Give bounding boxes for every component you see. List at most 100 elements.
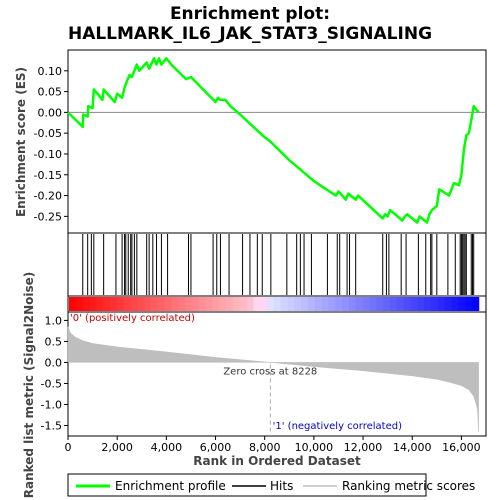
gradient-segment: [294, 297, 302, 311]
metric-panel: 1.0 0.5 0.0 -0.5 -1.0 -1.5 0 2,000 4,000 6,000 8,…: [22, 272, 487, 499]
gradient-segment: [75, 297, 84, 311]
gradient-segment: [301, 297, 309, 311]
es-y-tick-label: -0.20: [34, 190, 62, 203]
chart-title-line2: HALLMARK_IL6_JAK_STAT3_SIGNALING: [68, 24, 432, 44]
x-tick-label: 16,000: [442, 441, 481, 454]
gradient-segment: [430, 297, 439, 311]
es-plot-frame: [67, 49, 487, 234]
positive-correlation-label: '0' (positively correlated): [70, 313, 195, 324]
es-y-axis-label: Enrichment score (ES): [14, 67, 28, 217]
gradient-segment: [123, 297, 132, 311]
x-tick-label: 2,000: [101, 441, 133, 454]
gradient-segment: [178, 297, 186, 311]
gradient-segment: [437, 297, 446, 311]
x-axis-label: Rank in Ordered Dataset: [193, 454, 361, 468]
legend: Enrichment profile Hits Ranking metric s…: [67, 473, 475, 497]
gradient-segment: [185, 297, 193, 311]
gradient-segment: [471, 297, 480, 311]
gradient-segment: [376, 297, 384, 311]
gradient-segment: [191, 297, 200, 311]
legend-label-enrichment: Enrichment profile: [115, 479, 226, 493]
gradient-segment: [205, 297, 213, 311]
x-tick-label: 14,000: [393, 441, 432, 454]
negative-correlation-label: '1' (negatively correlated): [273, 421, 402, 432]
gradient-segment: [314, 297, 323, 311]
gradient-segment: [287, 297, 295, 311]
hits-panel: [67, 232, 487, 297]
legend-frame: [67, 473, 427, 497]
gradient-segment: [253, 297, 261, 311]
x-tick-label: 10,000: [295, 441, 334, 454]
es-y-tick-label: -0.15: [34, 169, 62, 182]
gradient-segment: [246, 297, 254, 311]
es-curve-group: [67, 57, 480, 224]
es-panel: 0.10 0.05 0.00 -0.05 -0.10 -0.15 -0.20 -0.25 En…: [14, 49, 487, 234]
gradient-segment: [280, 297, 289, 311]
metric-y-tick-label: 0.0: [45, 356, 63, 369]
x-tick-label: 4,000: [151, 441, 183, 454]
metric-y-tick-label: 0.5: [45, 335, 63, 348]
gradient-segment: [109, 297, 118, 311]
gradient-segment: [89, 297, 97, 311]
gradient-segment: [198, 297, 207, 311]
gradient-segment: [321, 297, 330, 311]
es-y-tick-label: -0.10: [34, 148, 62, 161]
gradient-segment: [82, 297, 91, 311]
gradient-segment: [164, 297, 173, 311]
gradient-segment: [307, 297, 316, 311]
gradient-segment: [103, 297, 111, 311]
gradient-segment: [451, 297, 459, 311]
gradient-segment: [130, 297, 138, 311]
gradient-segment: [239, 297, 248, 311]
es-y-tick-label: -0.05: [34, 127, 62, 140]
gradient-segment: [335, 297, 343, 311]
es-y-tick-label: 0.05: [38, 86, 63, 99]
gradient-segment: [383, 297, 391, 311]
hit-lines-group: [82, 234, 475, 295]
gradient-segment: [144, 297, 152, 311]
metric-y-tick-label: 1.0: [45, 314, 63, 327]
metric-y-axis-label: Ranked list metric (Signal2Noise): [22, 272, 36, 499]
ranking-metric-area: [67, 326, 479, 432]
x-tick-label: 8,000: [249, 441, 281, 454]
gradient-segment: [458, 297, 466, 311]
rank-gradient-panel: [67, 295, 487, 313]
gradient-segment: [273, 297, 282, 311]
es-y-tick-label: 0.10: [38, 65, 63, 78]
legend-label-ranking: Ranking metric scores: [342, 479, 475, 493]
gradient-segment: [396, 297, 405, 311]
x-axis: 0 2,000 4,000 6,000 8,000 10,000 12,000 14,000 1…: [65, 436, 481, 454]
metric-y-tick-label: -1.5: [41, 419, 62, 432]
es-y-axis: 0.10 0.05 0.00 -0.05 -0.10 -0.15 -0.20 -0.25: [34, 65, 486, 223]
gradient-segment: [219, 297, 227, 311]
zero-cross-label: Zero cross at 8228: [223, 366, 317, 377]
gradient-segment: [96, 297, 104, 311]
x-tick-label: 12,000: [344, 441, 383, 454]
gradient-segment: [226, 297, 234, 311]
gradient-segment: [389, 297, 398, 311]
enrichment-profile-line: [67, 57, 480, 224]
gradient-segment: [171, 297, 179, 311]
chart-title-line1: Enrichment plot:: [170, 4, 330, 24]
gradient-segment: [342, 297, 350, 311]
gradient-segment: [355, 297, 364, 311]
gradient-segment: [260, 297, 268, 311]
gradient-segment: [266, 297, 275, 311]
gradient-segment: [116, 297, 125, 311]
rank-gradient-bar: [69, 297, 480, 311]
x-tick-label: 0: [65, 441, 72, 454]
gradient-segment: [150, 297, 159, 311]
gradient-segment: [328, 297, 336, 311]
gradient-segment: [369, 297, 377, 311]
gradient-segment: [410, 297, 418, 311]
gradient-segment: [69, 297, 77, 311]
metric-y-tick-label: -1.0: [41, 398, 62, 411]
es-y-tick-label: -0.25: [34, 210, 62, 223]
gradient-segment: [464, 297, 473, 311]
x-tick-label: 6,000: [200, 441, 232, 454]
metric-y-axis: 1.0 0.5 0.0 -0.5 -1.0 -1.5: [41, 314, 68, 432]
gradient-segment: [417, 297, 425, 311]
gradient-segment: [137, 297, 145, 311]
legend-label-hits: Hits: [270, 479, 293, 493]
